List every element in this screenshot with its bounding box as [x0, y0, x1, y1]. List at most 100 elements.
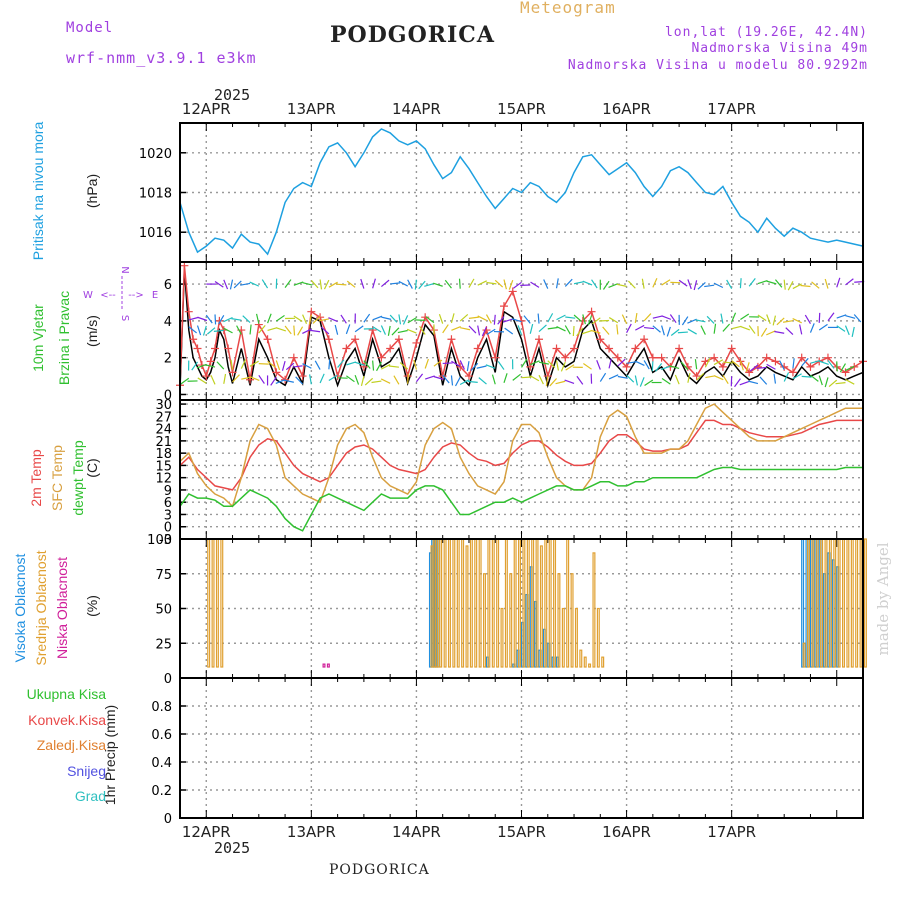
wind-arrow: [555, 278, 559, 289]
wind-arrow: [390, 282, 401, 285]
wind-arrow: [851, 326, 855, 337]
wind-arrow: [547, 360, 556, 369]
wind-arrow: [801, 375, 812, 378]
wind-arrow: [223, 279, 229, 290]
wind-arrow: [538, 361, 549, 365]
wind-arrow: [504, 327, 514, 335]
cloud-bar-niska: [322, 663, 326, 668]
wind-arrow: [644, 326, 655, 330]
wind-arrow: [302, 363, 312, 369]
wind-gust-marker: [692, 372, 701, 381]
wind-arrow: [827, 312, 835, 322]
wind-arrow: [844, 365, 855, 372]
wind-arrow: [720, 313, 724, 324]
wind-gust-marker: [648, 353, 657, 362]
wind-gust-marker: [180, 261, 189, 270]
pressure-ytick-label: 1016: [139, 226, 172, 241]
day-label-top: 16APR: [602, 100, 651, 118]
wind-arrow: [196, 363, 207, 369]
cloud-bar-srednja: [592, 552, 596, 668]
wind-gust-marker: [657, 353, 666, 362]
wind-arrow: [681, 316, 689, 326]
wind-arrow: [591, 279, 598, 289]
wind-arrow: [804, 314, 811, 324]
wind-arrow: [258, 324, 266, 334]
wind-arrow: [722, 323, 731, 332]
wind-arrow: [397, 329, 408, 334]
wind-arrow: [555, 360, 560, 371]
wind-arrow: [346, 375, 355, 383]
wind-arrow: [564, 325, 571, 335]
wind-arrow: [372, 360, 375, 371]
wind-gust-marker: [211, 344, 220, 353]
wind-arrow: [188, 316, 199, 321]
wind-arrow: [731, 325, 742, 330]
wind-arrow: [608, 374, 619, 380]
wind-arrow: [328, 317, 338, 323]
cloud-bar-srednja: [439, 538, 443, 668]
wind-gust-marker: [640, 335, 649, 344]
wind-arrow: [713, 359, 724, 366]
wind-arrow: [258, 363, 269, 365]
wind-arrow: [782, 320, 794, 323]
wind-arrow: [748, 325, 756, 334]
wind-arrow: [223, 373, 227, 384]
wind-arrow: [669, 365, 680, 370]
wind-arrow: [232, 374, 240, 383]
wind-arrow: [766, 363, 776, 370]
wind-arrow: [486, 281, 497, 285]
wind-arrow: [284, 279, 292, 288]
wind-arrow: [468, 325, 477, 334]
wind-ytick-label: 6: [164, 278, 172, 293]
wind-arrow: [240, 359, 247, 369]
wind-arrow: [565, 316, 576, 319]
wind-arrow: [809, 323, 815, 333]
wind-arrow: [230, 359, 234, 370]
wind-arrow: [766, 314, 771, 325]
wind-arrow: [556, 314, 566, 321]
cloud-bar-srednja: [465, 545, 469, 668]
wind-gust-marker: [394, 335, 403, 344]
wind-gust-marker: [491, 353, 500, 362]
wind-arrow: [583, 362, 592, 370]
wind-gust-marker: [228, 368, 237, 377]
wind-arrow: [293, 281, 304, 286]
wind-arrow: [363, 360, 371, 369]
wind-arrow: [713, 282, 724, 289]
wind-arrow: [213, 329, 224, 332]
cloud-ytick-label: 25: [155, 637, 172, 652]
temp-ytick-label: 18: [155, 447, 172, 462]
wind-arrow: [641, 278, 645, 289]
wind-arrow: [608, 317, 619, 324]
cloud-bar-srednja: [513, 538, 517, 668]
cloud-bar-srednja: [443, 538, 447, 668]
wind-arrow: [792, 283, 802, 290]
wind-arrow: [810, 374, 819, 382]
precip-ytick-label: 0.8: [151, 700, 172, 715]
cloud-bar-srednja: [802, 642, 806, 668]
wind-arrow: [205, 364, 216, 368]
wind-arrow: [376, 361, 382, 372]
wind-series-mean: [179, 269, 864, 390]
wind-arrow: [249, 281, 260, 287]
wind-arrow: [444, 279, 452, 289]
wind-arrow: [581, 330, 592, 335]
cloud-bar-srednja: [855, 538, 859, 668]
wind-arrow: [652, 325, 661, 333]
wind-arrow: [740, 313, 750, 320]
wind-arrow: [255, 313, 260, 324]
wind-arrow: [819, 360, 829, 365]
wind-arrow: [739, 278, 742, 289]
model-name: wrf-nmm_v3.9.1 e3km: [66, 49, 257, 67]
wind-arrow: [530, 281, 540, 288]
wind-gust-marker: [613, 353, 622, 362]
pressure-series-mslp: [179, 128, 864, 256]
wind-arrow: [700, 325, 706, 335]
wind-arrow: [677, 331, 688, 334]
wind-arrow: [503, 318, 513, 323]
wind-arrow: [407, 279, 413, 289]
cloud-bar-srednja: [504, 538, 508, 668]
compass-s: S: [119, 315, 130, 321]
wind-arrow: [302, 314, 308, 325]
compass-e: E: [152, 290, 158, 301]
